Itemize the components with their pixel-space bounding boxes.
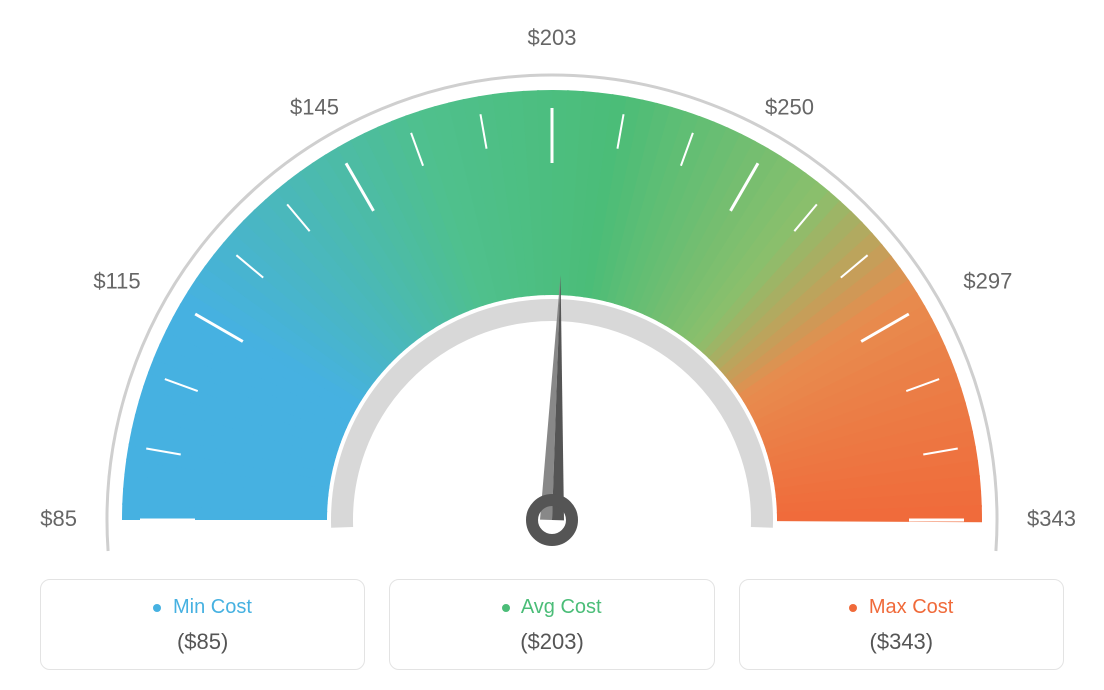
- svg-text:$250: $250: [765, 95, 814, 120]
- legend-dot-avg: [502, 604, 510, 612]
- svg-text:$297: $297: [963, 269, 1012, 294]
- svg-text:$85: $85: [40, 506, 77, 531]
- legend-label-min: Min Cost: [173, 596, 252, 618]
- legend-dot-max: [849, 604, 857, 612]
- legend-card-min: Min Cost ($85): [40, 579, 365, 670]
- legend-title-max: Max Cost: [750, 596, 1053, 619]
- legend-title-avg: Avg Cost: [400, 596, 703, 619]
- gauge-svg: $85 $115 $145 $203 $250 $297 $343: [0, 0, 1104, 560]
- svg-text:$145: $145: [290, 95, 339, 120]
- svg-text:$115: $115: [93, 269, 140, 294]
- legend-value-max: ($343): [750, 629, 1053, 655]
- legend-title-min: Min Cost: [51, 596, 354, 619]
- legend-label-avg: Avg Cost: [521, 596, 602, 618]
- legend-card-avg: Avg Cost ($203): [389, 579, 714, 670]
- legend-value-avg: ($203): [400, 629, 703, 655]
- legend-row: Min Cost ($85) Avg Cost ($203) Max Cost …: [40, 579, 1064, 670]
- svg-text:$203: $203: [528, 25, 577, 50]
- svg-text:$343: $343: [1027, 506, 1076, 531]
- cost-gauge: $85 $115 $145 $203 $250 $297 $343: [0, 0, 1104, 560]
- legend-dot-min: [153, 604, 161, 612]
- legend-label-max: Max Cost: [869, 596, 953, 618]
- legend-value-min: ($85): [51, 629, 354, 655]
- legend-card-max: Max Cost ($343): [739, 579, 1064, 670]
